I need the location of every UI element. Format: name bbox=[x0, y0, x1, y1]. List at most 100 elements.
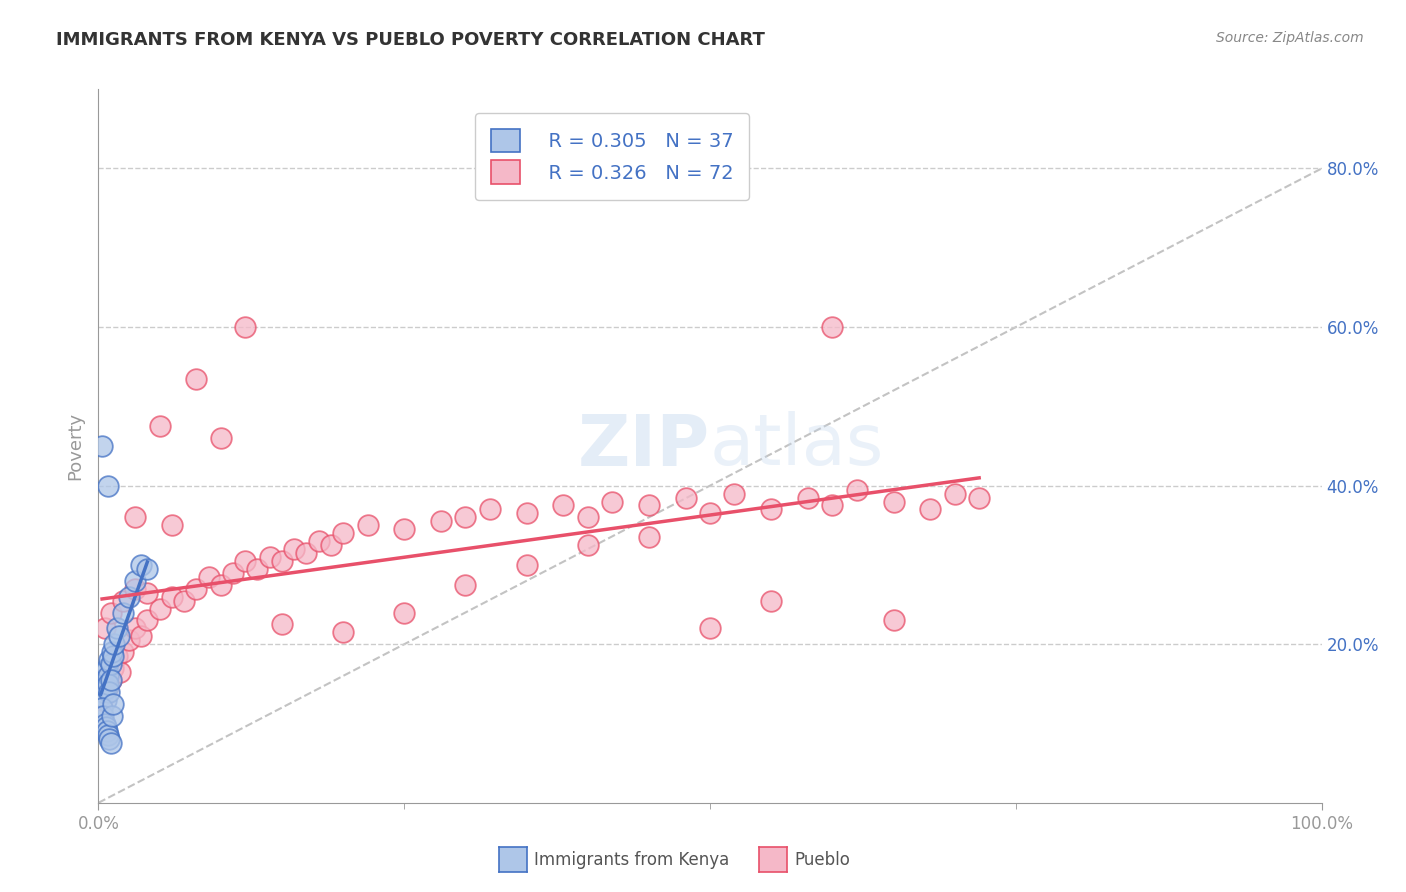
Point bbox=[91, 439, 114, 453]
Point bbox=[105, 649, 128, 664]
Text: Source: ZipAtlas.com: Source: ZipAtlas.com bbox=[1216, 31, 1364, 45]
Point bbox=[100, 657, 122, 671]
Point bbox=[553, 499, 575, 513]
Point bbox=[332, 526, 354, 541]
Point bbox=[98, 685, 121, 699]
Point bbox=[124, 582, 146, 596]
Point bbox=[883, 494, 905, 508]
Point bbox=[96, 724, 118, 739]
Point bbox=[129, 629, 152, 643]
Point bbox=[100, 606, 122, 620]
Point bbox=[101, 661, 124, 675]
Point bbox=[516, 507, 538, 521]
Point bbox=[101, 708, 124, 723]
Point bbox=[108, 629, 131, 643]
Point bbox=[430, 514, 453, 528]
Point bbox=[101, 649, 124, 664]
Point bbox=[600, 494, 623, 508]
Point bbox=[821, 320, 844, 334]
Point bbox=[576, 538, 599, 552]
Point bbox=[97, 677, 120, 691]
Point bbox=[94, 673, 117, 687]
Point bbox=[93, 716, 115, 731]
Point bbox=[101, 645, 124, 659]
Point bbox=[516, 558, 538, 572]
Point bbox=[319, 538, 342, 552]
Point bbox=[136, 562, 159, 576]
Point bbox=[93, 677, 115, 691]
Point bbox=[173, 593, 195, 607]
Point bbox=[259, 549, 281, 564]
Point bbox=[270, 554, 294, 568]
Point bbox=[94, 692, 117, 706]
Point bbox=[761, 593, 783, 607]
Point bbox=[295, 546, 318, 560]
Text: ZIP: ZIP bbox=[578, 411, 710, 481]
Point bbox=[478, 502, 501, 516]
Point bbox=[97, 478, 120, 492]
Point bbox=[97, 669, 120, 683]
Point bbox=[638, 530, 661, 544]
Point bbox=[392, 522, 416, 536]
Point bbox=[94, 721, 117, 735]
Point bbox=[93, 665, 115, 679]
Point bbox=[454, 578, 477, 592]
Point bbox=[97, 728, 120, 742]
Point bbox=[93, 621, 115, 635]
Point bbox=[111, 645, 134, 659]
Point bbox=[118, 590, 141, 604]
Point bbox=[100, 673, 122, 687]
Point bbox=[124, 574, 146, 588]
Point bbox=[149, 419, 172, 434]
Point bbox=[136, 585, 159, 599]
Point bbox=[638, 499, 661, 513]
Point bbox=[797, 491, 820, 505]
Point bbox=[332, 625, 354, 640]
Point bbox=[93, 681, 115, 695]
Point bbox=[98, 732, 121, 747]
Point bbox=[118, 633, 141, 648]
Point bbox=[920, 502, 942, 516]
Point bbox=[356, 518, 378, 533]
Point bbox=[209, 578, 232, 592]
Point bbox=[129, 558, 152, 572]
Point bbox=[91, 677, 114, 691]
Point bbox=[111, 606, 134, 620]
Text: Immigrants from Kenya: Immigrants from Kenya bbox=[534, 851, 730, 869]
Point bbox=[233, 554, 256, 568]
Text: atlas: atlas bbox=[710, 411, 884, 481]
Point bbox=[100, 736, 122, 750]
Point bbox=[845, 483, 868, 497]
Point bbox=[186, 582, 208, 596]
Point bbox=[103, 637, 125, 651]
Point bbox=[110, 665, 132, 679]
Point bbox=[124, 621, 146, 635]
Point bbox=[209, 431, 232, 445]
Point bbox=[675, 491, 697, 505]
Point bbox=[160, 518, 183, 533]
Point bbox=[576, 510, 599, 524]
Y-axis label: Poverty: Poverty bbox=[66, 412, 84, 480]
Point bbox=[136, 614, 159, 628]
Point bbox=[96, 681, 118, 695]
Point bbox=[97, 669, 120, 683]
Text: IMMIGRANTS FROM KENYA VS PUEBLO POVERTY CORRELATION CHART: IMMIGRANTS FROM KENYA VS PUEBLO POVERTY … bbox=[56, 31, 765, 49]
Point bbox=[96, 661, 118, 675]
Point bbox=[96, 681, 118, 695]
Point bbox=[308, 534, 330, 549]
Point bbox=[454, 510, 477, 524]
Point bbox=[967, 491, 990, 505]
Point bbox=[124, 510, 146, 524]
Point bbox=[101, 697, 124, 711]
Point bbox=[821, 499, 844, 513]
Point bbox=[699, 621, 721, 635]
Point bbox=[761, 502, 783, 516]
Point bbox=[91, 708, 114, 723]
Point bbox=[105, 621, 128, 635]
Point bbox=[283, 542, 305, 557]
Text: Pueblo: Pueblo bbox=[794, 851, 851, 869]
Point bbox=[233, 320, 256, 334]
Point bbox=[222, 566, 245, 580]
Point bbox=[943, 486, 966, 500]
Point bbox=[98, 653, 121, 667]
